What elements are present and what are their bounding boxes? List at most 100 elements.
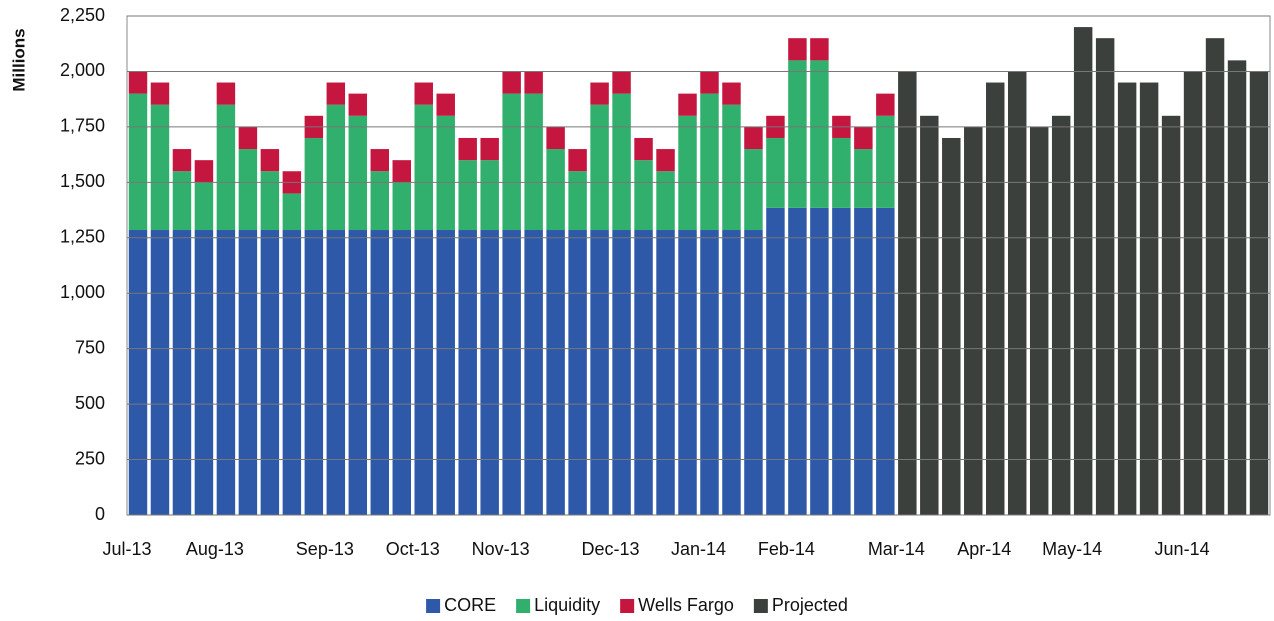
bar-segment xyxy=(502,230,521,515)
x-tick-label: Sep-13 xyxy=(296,539,354,559)
bar-segment xyxy=(964,126,983,515)
bar-segment xyxy=(788,60,807,208)
bar-segment xyxy=(744,126,763,150)
bar-segment xyxy=(854,126,873,150)
bar-segment xyxy=(656,230,675,515)
bar-segment xyxy=(326,82,346,105)
bar-segment xyxy=(216,82,236,105)
legend-swatch xyxy=(426,599,441,613)
legend-label: Liquidity xyxy=(534,595,600,615)
bar-segment xyxy=(150,230,170,515)
bar-segment xyxy=(810,38,829,61)
y-tick-label: 1,250 xyxy=(60,227,105,247)
bar-segment xyxy=(260,171,280,231)
bar-segment xyxy=(678,230,697,515)
y-tick-label: 1,750 xyxy=(60,116,105,136)
bar-segment xyxy=(678,93,697,116)
bar-segment xyxy=(524,93,543,231)
bar-segment xyxy=(348,230,368,515)
bar-segment xyxy=(722,230,741,515)
bar-segment xyxy=(304,230,324,515)
bar-segment xyxy=(282,193,302,231)
bar-segment xyxy=(348,115,368,231)
bar-segment xyxy=(810,60,829,208)
bar-segment xyxy=(1073,27,1093,515)
bar-segment xyxy=(238,230,258,515)
bar-segment xyxy=(568,149,587,172)
y-tick-label: 2,250 xyxy=(60,5,105,25)
bar-segment xyxy=(700,93,719,231)
bar-segment xyxy=(524,230,543,515)
y-tick-label: 1,000 xyxy=(60,282,105,302)
bar-segment xyxy=(568,230,587,515)
y-tick-label: 750 xyxy=(75,337,105,357)
bar-segment xyxy=(370,171,390,231)
y-tick-label: 0 xyxy=(95,504,105,524)
bar-segment xyxy=(370,230,390,515)
bar-segment xyxy=(722,82,741,105)
bar-segment xyxy=(194,230,214,515)
bar-segment xyxy=(216,230,236,515)
legend-swatch xyxy=(516,599,531,613)
x-tick-label: Jul-13 xyxy=(102,539,151,559)
bar-segment xyxy=(1051,115,1071,516)
bar-segment xyxy=(128,71,148,94)
bar-segment xyxy=(986,82,1005,516)
bar-segment xyxy=(392,182,411,231)
bar-segment xyxy=(238,126,258,150)
y-tick-label: 2,000 xyxy=(60,60,105,80)
bar-segment xyxy=(788,38,807,61)
legend-swatch xyxy=(753,599,768,613)
bar-segment xyxy=(1117,82,1137,516)
bar-segment xyxy=(172,171,192,231)
bar-segment xyxy=(458,160,477,231)
bar-segment xyxy=(920,115,939,516)
bar-segment xyxy=(392,160,411,183)
bar-segment xyxy=(1029,126,1049,515)
bar-segment xyxy=(458,137,477,161)
bar-segment xyxy=(1139,82,1159,516)
bar-segment xyxy=(656,149,675,172)
bar-segment xyxy=(458,230,477,515)
bar-segment xyxy=(568,171,587,231)
bar-segment xyxy=(634,137,653,161)
bar-segment xyxy=(128,93,148,231)
bar-segment xyxy=(172,230,192,515)
bar-segment xyxy=(634,230,653,515)
bar-segment xyxy=(1205,38,1225,516)
bar-segment xyxy=(700,230,719,515)
bar-segment xyxy=(612,230,631,515)
bar-segment xyxy=(1095,38,1115,516)
y-axis-label: Millions xyxy=(9,28,28,91)
y-tick-label: 1,500 xyxy=(60,171,105,191)
bar-segment xyxy=(392,230,411,515)
bar-segment xyxy=(436,93,455,116)
y-tick-label: 500 xyxy=(75,393,105,413)
bar-segment xyxy=(942,137,961,515)
bar-segment xyxy=(502,93,521,231)
x-tick-label: Apr-14 xyxy=(957,539,1011,559)
bar-segment xyxy=(304,137,324,231)
bar-segment xyxy=(502,71,521,94)
bar-segment xyxy=(480,160,499,231)
bar-segment xyxy=(546,230,565,515)
bar-segment xyxy=(128,230,148,515)
bar-segment xyxy=(876,93,895,116)
bar-segment xyxy=(414,104,433,231)
bar-segment xyxy=(810,207,829,516)
bar-segment xyxy=(480,137,499,161)
bar-segment xyxy=(348,93,368,116)
x-tick-label: Nov-13 xyxy=(472,539,530,559)
bar-segment xyxy=(546,149,565,231)
bar-segment xyxy=(238,149,258,231)
y-tick-label: 250 xyxy=(75,448,105,468)
bar-segment xyxy=(854,207,873,516)
bar-segment xyxy=(722,104,741,231)
bar-segment xyxy=(260,149,280,172)
bar-segment xyxy=(766,207,785,516)
legend-label: Wells Fargo xyxy=(638,595,734,615)
bar-segment xyxy=(744,230,763,515)
bar-segment xyxy=(876,207,895,516)
x-tick-label: Jan-14 xyxy=(671,539,726,559)
